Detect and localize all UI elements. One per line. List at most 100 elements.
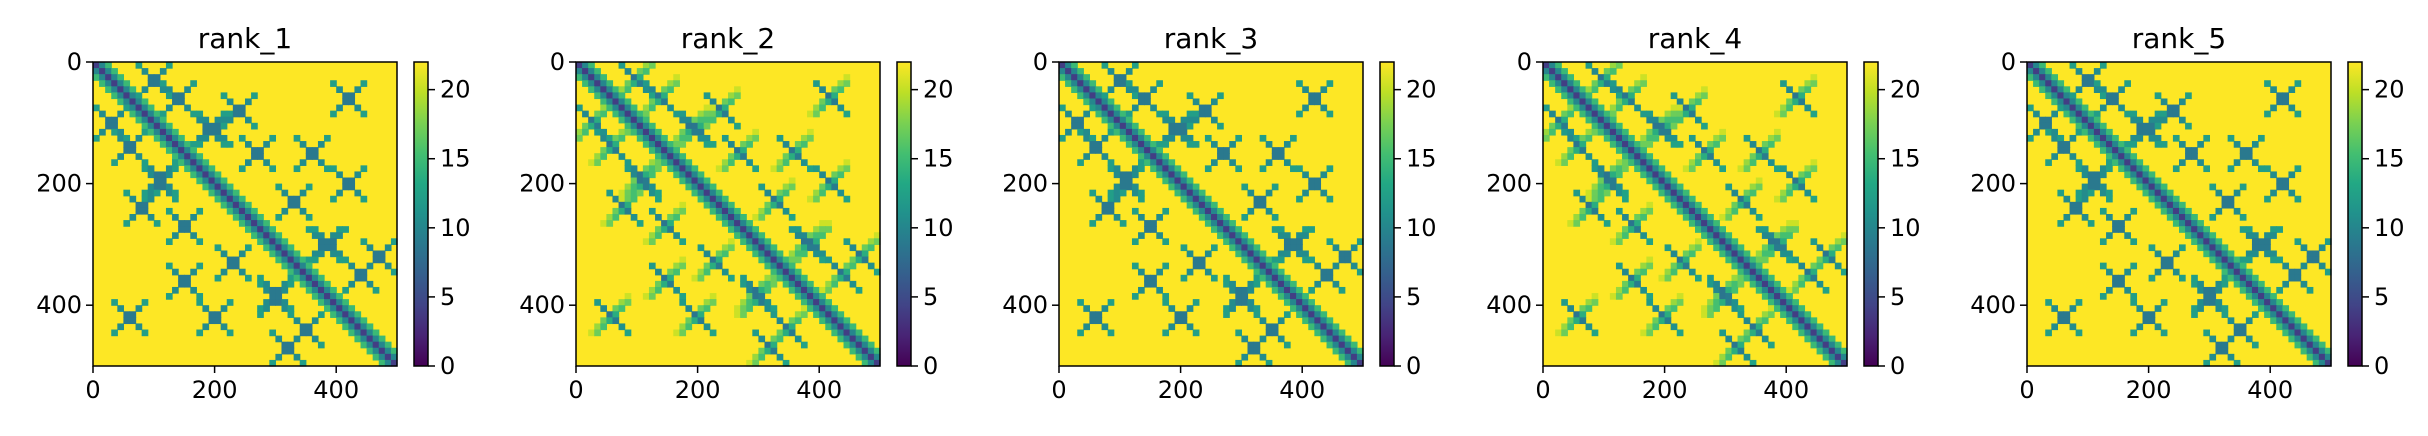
heatmap-cell xyxy=(1119,74,1127,81)
heatmap-cell xyxy=(2276,286,2283,294)
heatmap-cell xyxy=(190,80,197,87)
heatmap-cell xyxy=(147,183,155,191)
heatmap-cell xyxy=(1664,268,1672,276)
heatmap-cell xyxy=(111,329,118,337)
heatmap-cell xyxy=(1107,189,1115,197)
heatmap-cell xyxy=(1816,262,1824,270)
heatmap-cell xyxy=(159,128,167,136)
heatmap-cell xyxy=(1314,92,1322,100)
heatmap-cell xyxy=(336,311,343,318)
heatmap-cell xyxy=(208,317,216,325)
heatmap-cell xyxy=(867,341,875,349)
heatmap-cell xyxy=(324,165,331,173)
heatmap-cell xyxy=(1597,128,1605,136)
heatmap-cell xyxy=(764,305,772,312)
heatmap-cell xyxy=(2112,92,2119,100)
heatmap-cell xyxy=(1749,189,1757,197)
heatmap-cell xyxy=(825,226,832,233)
heatmap-cell xyxy=(1676,207,1684,215)
heatmap-cell xyxy=(1131,207,1139,215)
heatmap-cell xyxy=(618,92,626,100)
heatmap-cell xyxy=(2136,159,2144,166)
heatmap-cell xyxy=(336,256,343,264)
heatmap-cell xyxy=(794,226,802,233)
heatmap-cell xyxy=(1290,305,1297,312)
heatmap-cell xyxy=(1186,110,1194,118)
heatmap-cell xyxy=(837,274,845,282)
heatmap-cell xyxy=(1156,232,1163,239)
colorbar-tick-label: 5 xyxy=(2374,283,2389,311)
heatmap-cell xyxy=(2148,317,2156,325)
heatmap-cell xyxy=(2106,98,2113,106)
heatmap-cell xyxy=(2300,347,2308,355)
heatmap-cell xyxy=(2245,286,2253,294)
heatmap-cell xyxy=(2258,305,2265,312)
heatmap-cell xyxy=(2282,323,2290,331)
heatmap-cell xyxy=(2245,274,2253,282)
heatmap-cell xyxy=(378,359,386,367)
heatmap-cell xyxy=(679,262,687,270)
heatmap-cell xyxy=(2160,110,2168,118)
heatmap-cell xyxy=(293,274,301,282)
heatmap-cell xyxy=(1131,92,1139,100)
heatmap-cell xyxy=(1162,177,1170,185)
heatmap-cell xyxy=(1113,171,1121,179)
heatmap-cell xyxy=(2197,280,2204,288)
heatmap-cell xyxy=(1597,80,1605,87)
heatmap-cell xyxy=(1640,207,1647,215)
heatmap-cell xyxy=(1725,238,1733,245)
heatmap-cell xyxy=(317,238,325,245)
heatmap-cell xyxy=(2312,359,2320,367)
heatmap-cell xyxy=(2251,274,2259,282)
heatmap-cell xyxy=(214,122,222,130)
heatmap-cell xyxy=(1356,238,1364,245)
heatmap-cell xyxy=(1059,62,1066,69)
heatmap-cell xyxy=(1180,311,1188,318)
heatmap-cell xyxy=(1573,214,1581,221)
heatmap-cell xyxy=(257,238,264,245)
heatmap-cell xyxy=(831,323,839,331)
heatmap-cell xyxy=(2221,250,2229,258)
heatmap-cell xyxy=(1798,323,1806,331)
heatmap-cell xyxy=(1755,317,1763,325)
heatmap-cell xyxy=(697,305,705,312)
heatmap-cell xyxy=(2081,171,2089,179)
heatmap-cell xyxy=(1646,207,1654,215)
heatmap-cell xyxy=(238,220,246,227)
heatmap-cell xyxy=(390,268,398,276)
heatmap-cell xyxy=(129,86,137,93)
heatmap-cell xyxy=(2033,128,2040,136)
heatmap-cell xyxy=(667,80,674,87)
heatmap-cell xyxy=(1332,341,1340,349)
heatmap-cell xyxy=(697,317,705,325)
heatmap-cell xyxy=(366,244,374,252)
heatmap-cell xyxy=(153,189,161,197)
heatmap-cell xyxy=(2209,183,2217,191)
heatmap-cell xyxy=(1755,147,1763,154)
heatmap-cell xyxy=(1695,220,1702,227)
heatmap-cell xyxy=(99,62,106,69)
heatmap-cell xyxy=(348,92,356,100)
heatmap-cell xyxy=(861,341,869,349)
heatmap-cell xyxy=(764,189,772,197)
heatmap-cell xyxy=(2142,128,2150,136)
heatmap-cell xyxy=(837,268,845,276)
heatmap-cell xyxy=(1609,80,1617,87)
heatmap-cell xyxy=(366,262,374,270)
heatmap-cell xyxy=(1816,244,1824,252)
heatmap-cell xyxy=(2270,226,2277,233)
heatmap-cell xyxy=(1567,317,1574,325)
heatmap-cell xyxy=(709,183,717,191)
heatmap-cell xyxy=(1646,293,1654,300)
heatmap-cell xyxy=(2093,134,2101,142)
heatmap-cell xyxy=(1290,286,1297,294)
heatmap-cell xyxy=(2142,122,2150,130)
heatmap-cell xyxy=(1816,280,1824,288)
heatmap-cell xyxy=(782,183,790,191)
heatmap-cell xyxy=(1283,299,1291,306)
heatmap-cell xyxy=(1664,244,1672,252)
heatmap-cell xyxy=(1634,86,1641,93)
heatmap-cell xyxy=(776,268,784,276)
heatmap-cell xyxy=(1131,171,1139,179)
heatmap-cell xyxy=(1622,98,1629,106)
